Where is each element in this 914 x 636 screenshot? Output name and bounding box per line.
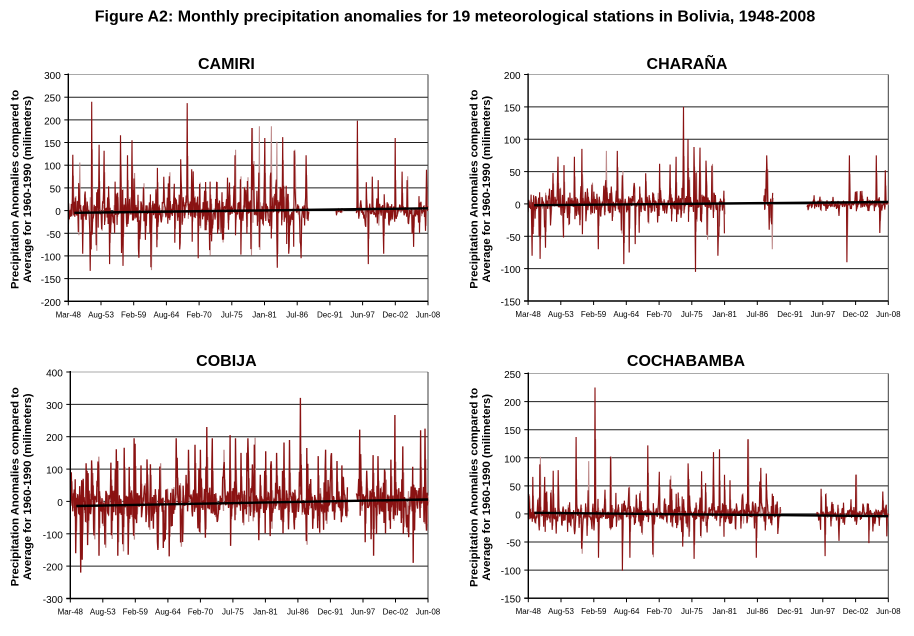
svg-text:COBIJA: COBIJA [196, 353, 257, 370]
svg-text:400: 400 [46, 369, 63, 380]
svg-text:Feb-70: Feb-70 [647, 607, 673, 616]
svg-text:-50: -50 [506, 539, 521, 550]
svg-text:Precipitation Anomalies compar: Precipitation Anomalies compared to [468, 90, 480, 289]
svg-text:250: 250 [504, 370, 521, 381]
svg-text:Aug-53: Aug-53 [548, 310, 574, 319]
svg-text:Dec-02: Dec-02 [843, 607, 869, 616]
svg-text:Jun-97: Jun-97 [351, 608, 376, 617]
svg-text:100: 100 [504, 454, 521, 465]
svg-text:-150: -150 [501, 298, 521, 309]
svg-text:-100: -100 [501, 265, 521, 276]
svg-text:Precipitation Anomalies compar: Precipitation Anomalies compared to [9, 90, 21, 289]
svg-text:Aug-53: Aug-53 [88, 310, 114, 319]
svg-text:Jul-86: Jul-86 [747, 607, 769, 616]
svg-text:Aug-53: Aug-53 [548, 607, 574, 616]
svg-text:Mar-48: Mar-48 [515, 310, 541, 319]
svg-text:-50: -50 [506, 233, 521, 244]
svg-text:Dec-91: Dec-91 [777, 310, 803, 319]
svg-text:Jul-75: Jul-75 [681, 607, 703, 616]
svg-text:100: 100 [44, 162, 61, 173]
svg-text:-300: -300 [43, 595, 63, 606]
svg-text:200: 200 [504, 398, 521, 409]
svg-text:Jun-08: Jun-08 [416, 608, 441, 617]
svg-text:Mar-48: Mar-48 [516, 607, 542, 616]
svg-text:Jul-86: Jul-86 [286, 310, 308, 319]
svg-text:300: 300 [46, 401, 63, 412]
svg-text:250: 250 [44, 94, 61, 105]
svg-text:Jun-97: Jun-97 [350, 310, 375, 319]
svg-text:Average for 1960-1990 (milimet: Average for 1960-1990 (milimeters) [22, 96, 34, 283]
svg-text:Feb-59: Feb-59 [581, 607, 607, 616]
svg-text:-200: -200 [43, 563, 63, 574]
svg-text:Jun-08: Jun-08 [416, 310, 441, 319]
svg-text:Aug-53: Aug-53 [90, 608, 116, 617]
svg-text:COCHABAMBA: COCHABAMBA [627, 353, 746, 370]
svg-text:Jul-86: Jul-86 [287, 608, 309, 617]
svg-text:Precipitation Anomalies compar: Precipitation Anomalies compared to [468, 388, 480, 587]
svg-text:200: 200 [504, 71, 521, 82]
svg-text:CAMIRI: CAMIRI [198, 56, 255, 73]
svg-text:Mar-48: Mar-48 [56, 310, 82, 319]
svg-text:150: 150 [504, 103, 521, 114]
svg-text:Dec-02: Dec-02 [843, 310, 869, 319]
svg-text:Aug-64: Aug-64 [613, 310, 639, 319]
svg-text:-200: -200 [41, 298, 61, 309]
svg-text:-50: -50 [46, 230, 61, 241]
svg-text:Dec-91: Dec-91 [777, 607, 803, 616]
svg-text:Jun-08: Jun-08 [876, 310, 901, 319]
svg-text:Mar-48: Mar-48 [58, 608, 84, 617]
svg-text:Precipitation Anomalies compar: Precipitation Anomalies compared to [9, 387, 21, 586]
svg-text:Average for 1960-1990 (milimet: Average for 1960-1990 (milimeters) [22, 393, 34, 580]
svg-text:300: 300 [44, 71, 61, 82]
svg-text:Feb-59: Feb-59 [123, 608, 149, 617]
svg-text:Jan-81: Jan-81 [252, 310, 277, 319]
svg-text:Average for 1960-1990 (milimet: Average for 1960-1990 (milimeters) [481, 96, 493, 283]
svg-text:Aug-64: Aug-64 [155, 608, 181, 617]
svg-text:Jun-97: Jun-97 [811, 607, 836, 616]
svg-text:0: 0 [57, 498, 63, 509]
svg-text:Feb-70: Feb-70 [188, 608, 214, 617]
svg-text:Aug-64: Aug-64 [614, 607, 640, 616]
svg-text:Jan-81: Jan-81 [712, 310, 737, 319]
svg-text:Average for 1960-1990 (milimet: Average for 1960-1990 (milimeters) [481, 394, 493, 581]
svg-text:0: 0 [55, 207, 61, 218]
svg-text:Feb-70: Feb-70 [186, 310, 212, 319]
svg-text:Figure A2: Monthly precipitati: Figure A2: Monthly precipitation anomali… [95, 9, 816, 26]
svg-text:Jul-75: Jul-75 [221, 310, 243, 319]
svg-text:-150: -150 [501, 595, 521, 606]
svg-text:0: 0 [515, 510, 521, 521]
svg-text:Dec-02: Dec-02 [383, 608, 409, 617]
svg-text:-100: -100 [501, 567, 521, 578]
svg-text:Jul-86: Jul-86 [746, 310, 768, 319]
svg-text:Jan-81: Jan-81 [712, 607, 737, 616]
svg-text:100: 100 [504, 136, 521, 147]
svg-text:50: 50 [50, 184, 62, 195]
svg-text:-100: -100 [41, 252, 61, 263]
svg-text:CHARAÑA: CHARAÑA [647, 53, 728, 73]
svg-text:200: 200 [44, 116, 61, 127]
svg-text:Feb-70: Feb-70 [646, 310, 672, 319]
svg-text:50: 50 [509, 168, 521, 179]
svg-text:Dec-91: Dec-91 [318, 608, 344, 617]
svg-text:Aug-64: Aug-64 [154, 310, 180, 319]
svg-text:150: 150 [504, 426, 521, 437]
svg-text:150: 150 [44, 139, 61, 150]
svg-text:50: 50 [510, 482, 522, 493]
svg-text:Jul-75: Jul-75 [681, 310, 703, 319]
svg-text:Dec-91: Dec-91 [317, 310, 343, 319]
svg-text:-150: -150 [41, 275, 61, 286]
svg-text:100: 100 [46, 466, 63, 477]
svg-text:200: 200 [46, 433, 63, 444]
svg-text:0: 0 [515, 200, 521, 211]
svg-text:-100: -100 [43, 530, 63, 541]
svg-text:Jun-97: Jun-97 [811, 310, 836, 319]
svg-text:Jan-81: Jan-81 [253, 608, 278, 617]
svg-text:Dec-02: Dec-02 [382, 310, 408, 319]
svg-text:Jul-75: Jul-75 [222, 608, 244, 617]
svg-text:Feb-59: Feb-59 [581, 310, 607, 319]
svg-text:Feb-59: Feb-59 [121, 310, 147, 319]
svg-text:Jun-08: Jun-08 [876, 607, 901, 616]
